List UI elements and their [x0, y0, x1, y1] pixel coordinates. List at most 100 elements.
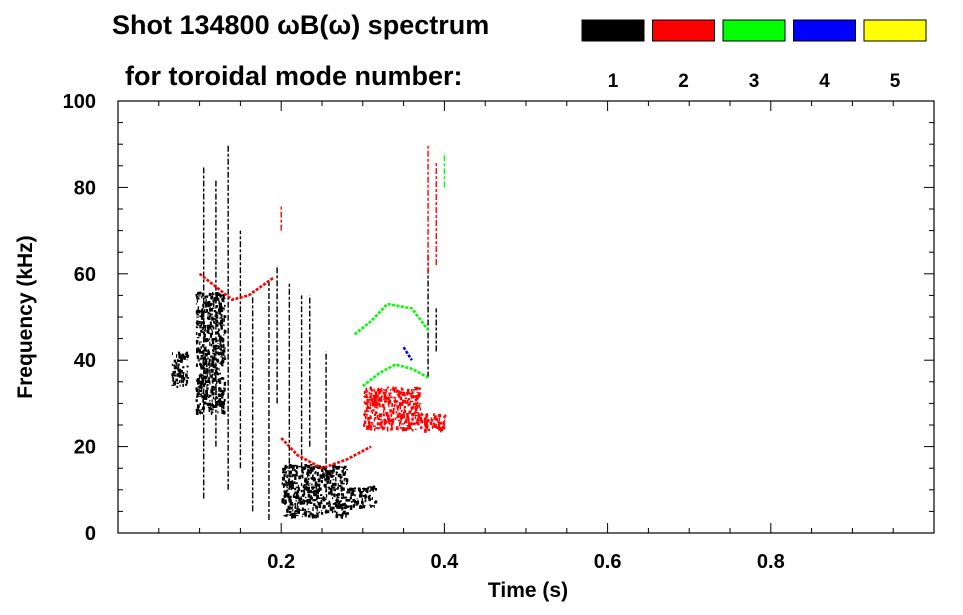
spectral-point: [354, 502, 356, 507]
spectral-point: [216, 340, 219, 342]
spectral-point: [201, 411, 203, 415]
spectral-point: [301, 507, 304, 511]
spectral-point: [417, 414, 420, 418]
spectral-point: [201, 364, 203, 367]
spectral-point: [309, 502, 313, 504]
spectral-point: [200, 323, 203, 326]
spectral-point: [186, 365, 189, 368]
spectral-point: [352, 499, 355, 502]
spectral-point: [284, 468, 287, 471]
spectral-point: [427, 419, 430, 421]
spectral-point: [414, 398, 418, 401]
spectral-point: [290, 475, 292, 477]
spectral-point: [416, 404, 419, 407]
spectral-point: [330, 506, 333, 510]
spectral-point: [300, 482, 303, 487]
spectral-point: [376, 407, 378, 409]
spectral-point: [337, 473, 341, 478]
spectral-point: [307, 511, 311, 513]
spectral-point: [301, 515, 303, 518]
spectral-point: [418, 404, 421, 408]
spectral-point: [211, 360, 215, 365]
spectral-point: [370, 428, 373, 431]
spectral-point: [219, 362, 221, 364]
spectral-point: [180, 378, 182, 382]
spectral-point: [221, 377, 225, 380]
spectral-point: [404, 427, 407, 431]
spectral-point: [294, 464, 297, 467]
spectral-point: [292, 503, 294, 506]
spectral-point: [200, 355, 204, 357]
spectral-point: [336, 496, 339, 499]
spectral-point: [376, 415, 379, 419]
spectral-point: [345, 514, 347, 518]
spectral-point: [295, 474, 298, 477]
spectral-point: [309, 482, 311, 484]
spectral-point: [302, 513, 306, 515]
spectral-point: [295, 515, 299, 517]
spectral-point: [399, 416, 401, 419]
spectral-point: [367, 486, 370, 490]
legend: 1 2 3 4 5: [581, 19, 927, 92]
spectral-point: [199, 385, 202, 389]
spectral-point: [291, 474, 293, 478]
spectral-point: [210, 387, 214, 390]
spectral-point: [211, 399, 213, 403]
spectral-point: [203, 333, 206, 338]
spectral-point: [377, 394, 379, 397]
spectral-point: [223, 387, 226, 392]
spectral-point: [408, 421, 410, 425]
spectral-point: [216, 351, 219, 355]
spectral-point: [197, 385, 200, 388]
spectral-point: [346, 512, 349, 515]
spectral-point: [223, 318, 225, 322]
spectral-point: [206, 324, 210, 327]
spectral-point: [282, 476, 285, 481]
spectral-point: [313, 485, 315, 487]
spectral-point: [385, 400, 389, 402]
spectral-point: [368, 426, 370, 430]
spectral-point: [365, 415, 367, 418]
spectral-point: [204, 359, 208, 362]
spectral-point: [218, 308, 220, 312]
spectral-point: [399, 427, 403, 429]
spectral-point: [201, 392, 204, 394]
spectral-point: [314, 482, 317, 484]
spectral-point: [406, 413, 409, 417]
spectral-point: [316, 513, 319, 516]
spectral-point: [315, 514, 317, 519]
spectral-point: [399, 420, 402, 422]
spectral-point: [176, 385, 179, 389]
spectral-point: [378, 404, 381, 408]
spectral-point: [400, 387, 403, 391]
spectral-point: [391, 421, 394, 426]
spectral-point: [206, 385, 208, 387]
spectral-point: [374, 391, 377, 395]
spectral-point: [207, 379, 210, 383]
spectral-point: [297, 510, 300, 514]
spectral-point: [377, 427, 380, 430]
spectral-point: [222, 387, 225, 389]
spectral-point: [216, 396, 219, 399]
spectral-point: [176, 373, 180, 377]
y-tick-label: 100: [63, 91, 96, 113]
spectral-point: [284, 502, 286, 504]
spectral-point: [205, 373, 207, 375]
spectral-point: [333, 493, 336, 498]
spectral-point: [213, 318, 216, 320]
spectral-point: [384, 392, 387, 394]
spectral-point: [204, 325, 207, 329]
spectral-point: [326, 502, 329, 505]
spectral-point: [208, 358, 211, 362]
spectral-point: [205, 298, 207, 303]
spectral-point: [333, 475, 335, 477]
spectral-point: [431, 419, 434, 422]
spectral-point: [186, 356, 189, 359]
spectral-point: [211, 293, 215, 296]
spectral-point: [401, 403, 403, 406]
spectral-point: [211, 380, 214, 383]
spectral-point: [374, 401, 378, 405]
spectral-point: [312, 499, 316, 502]
spectral-point: [400, 409, 403, 413]
spectral-point: [203, 367, 206, 371]
